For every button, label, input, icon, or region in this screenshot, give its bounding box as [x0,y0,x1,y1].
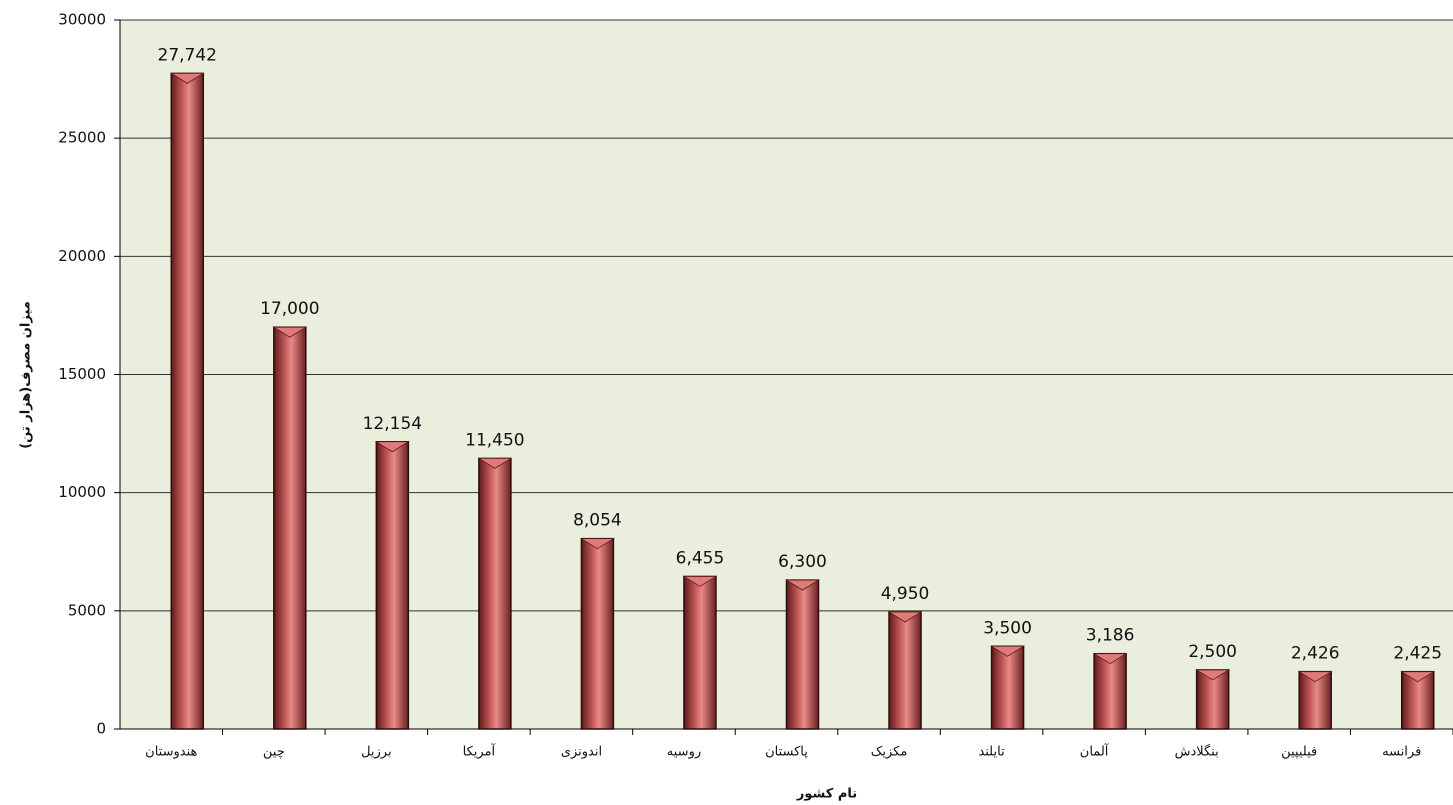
x-tick-label: آمریکا [463,743,497,760]
y-tick-label: 25000 [58,129,106,147]
x-tick-label: آلمان [1080,743,1110,760]
value-label: 3,186 [1086,626,1135,646]
x-tick-label: تایلند [978,745,1005,760]
bar [170,72,205,730]
bar-bevel [1400,671,1436,683]
y-tick-label: 5000 [68,601,106,619]
x-tick-label: بنگلادش [1175,744,1219,760]
bar [478,457,512,730]
bar [785,579,820,730]
value-label: 6,300 [778,552,827,572]
bar-bevel [682,576,718,587]
x-tick-label: برزیل [361,745,392,760]
x-tick-label: پاکستان [765,745,808,760]
bar [273,326,307,730]
value-label: 6,455 [676,548,725,568]
y-tick-label: 15000 [58,365,106,383]
y-axis-title: میزان مصرف(هزار تن) [19,301,34,449]
bar [375,441,410,730]
x-tick-label: هندوستان [145,745,197,760]
value-label: 12,154 [363,414,422,434]
y-tick-label: 10000 [58,483,106,501]
bar-bevel [990,645,1025,657]
y-tick-label: 0 [96,720,106,738]
bar-bevel [1092,653,1128,665]
bar-bevel [1195,669,1231,681]
bar [683,575,717,730]
value-label: 2,500 [1188,642,1237,662]
value-label: 3,500 [983,618,1032,638]
value-label: 4,950 [881,584,930,604]
bar-bevel [477,457,513,469]
value-label: 27,742 [158,45,217,65]
y-tick-label: 30000 [58,11,106,29]
bar-bevel [785,579,820,591]
x-tick-label: فرانسه [1382,745,1421,760]
bar-bevel [887,611,923,623]
bar [580,537,615,730]
bar-bevel [1297,671,1333,683]
value-label: 17,000 [260,299,319,319]
bar-bevel [169,72,205,84]
x-tick-label: چین [263,745,285,760]
y-tick-label: 20000 [58,247,106,265]
value-label: 8,054 [573,511,622,531]
x-tick-label: مکزیک [871,745,908,760]
x-axis-title: نام کشور [796,787,857,802]
bar [1093,652,1127,730]
bar-bevel [580,538,615,550]
bar-bevel [374,441,410,453]
bar [888,611,922,730]
bar [990,645,1025,730]
value-label: 2,426 [1291,644,1340,664]
bar-bevel [272,326,308,338]
x-tick-label: فیلیپین [1281,745,1317,760]
value-label: 11,450 [465,430,524,450]
value-label: 2,425 [1393,644,1442,664]
x-tick-label: اندونزی [561,745,602,760]
x-tick-label: روسیه [667,745,701,760]
